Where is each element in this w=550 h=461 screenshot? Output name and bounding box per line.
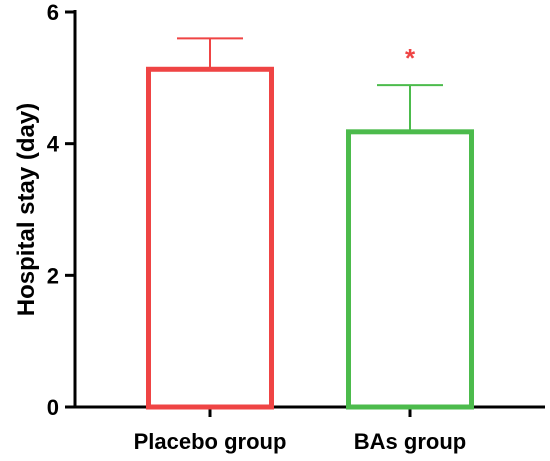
y-tick-label: 2 [47, 263, 59, 288]
y-tick-label: 6 [47, 0, 59, 25]
y-axis-title: Hospital stay (day) [13, 103, 40, 316]
bars: * [146, 37, 474, 410]
x-tick-label: BAs group [354, 429, 466, 454]
bar [346, 129, 474, 410]
x-tick-label: Placebo group [134, 429, 287, 454]
significance-marker: * [405, 43, 416, 73]
x-axis: Placebo group BAs group [73, 405, 545, 454]
bar [146, 66, 274, 410]
y-tick-label: 0 [47, 395, 59, 420]
y-axis: 0 2 4 6 [47, 0, 77, 420]
y-tick-label: 4 [47, 132, 60, 157]
